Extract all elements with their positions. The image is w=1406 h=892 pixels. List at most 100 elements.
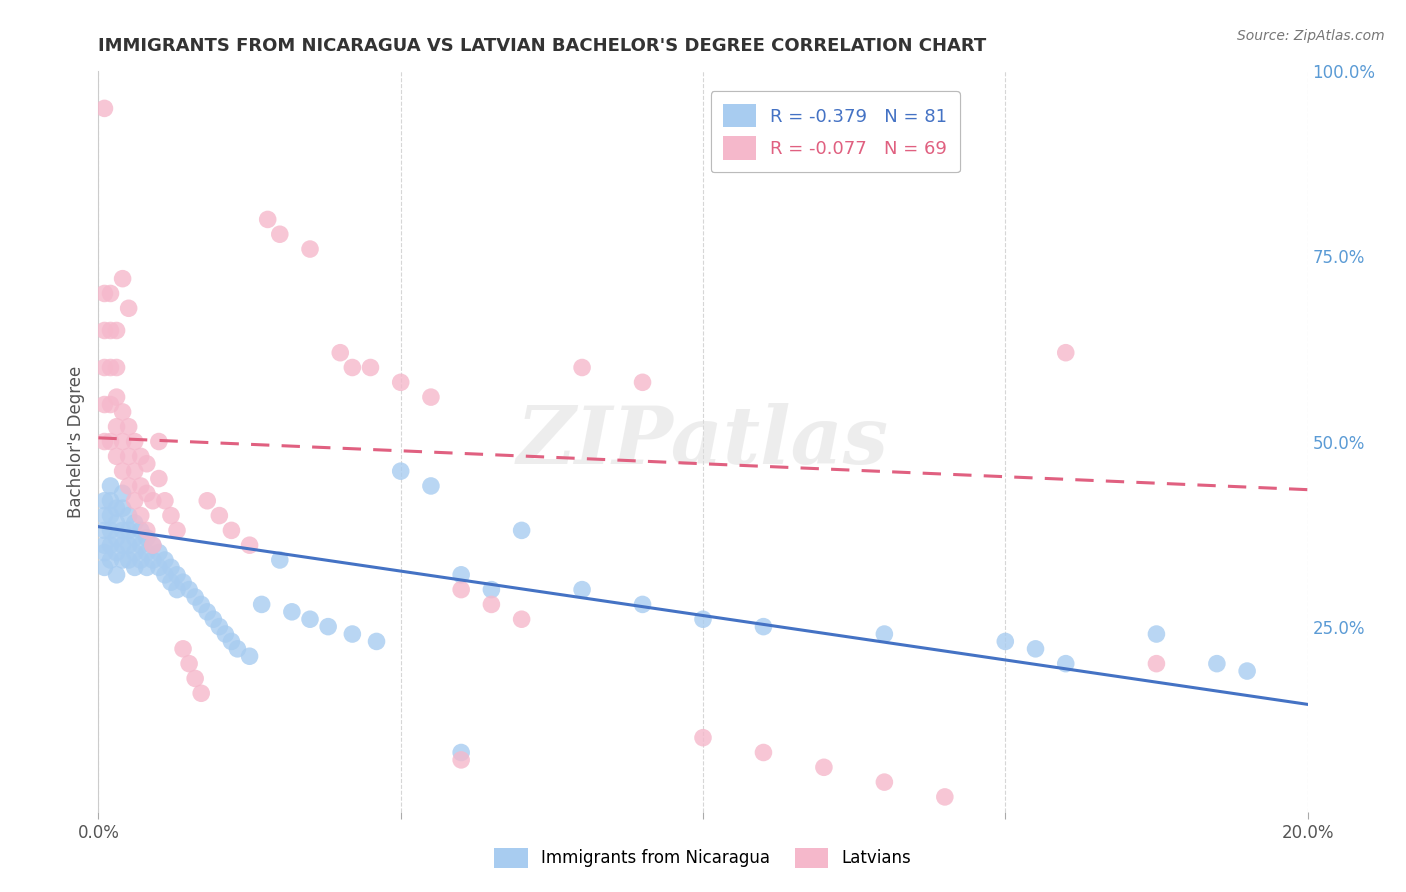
Point (752, 619, 775, 633)
Point (105, 531, 128, 545)
Point (100, 324, 122, 338)
Point (389, 376, 412, 390)
Point (239, 649, 262, 664)
Point (118, 301, 141, 316)
Point (118, 479, 141, 493)
Point (129, 553, 152, 567)
Point (208, 508, 231, 523)
Point (1054, 345, 1077, 359)
Point (994, 634, 1017, 648)
Point (105, 324, 128, 338)
Legend: R = -0.379   N = 81, R = -0.077   N = 69: R = -0.379 N = 81, R = -0.077 N = 69 (711, 92, 960, 172)
Point (111, 524, 134, 538)
Point (135, 524, 157, 538)
Text: IMMIGRANTS FROM NICARAGUA VS LATVIAN BACHELOR'S DEGREE CORRELATION CHART: IMMIGRANTS FROM NICARAGUA VS LATVIAN BAC… (98, 37, 987, 54)
Point (93, 524, 115, 538)
Point (135, 457, 157, 471)
Point (184, 590, 207, 604)
Point (190, 686, 212, 700)
Point (105, 450, 128, 464)
Y-axis label: Bachelor's Degree: Bachelor's Degree (66, 366, 84, 517)
Point (450, 753, 472, 767)
Point (481, 598, 503, 612)
Point (1144, 657, 1167, 671)
Point (100, 538, 122, 552)
Point (1024, 641, 1046, 656)
Point (100, 508, 122, 523)
Point (105, 516, 128, 530)
Point (316, 619, 339, 633)
Point (179, 657, 201, 671)
Point (93, 360, 115, 375)
Point (111, 405, 134, 419)
Point (105, 360, 128, 375)
Point (118, 538, 141, 552)
Point (129, 450, 152, 464)
Point (1054, 657, 1077, 671)
Point (1144, 627, 1167, 641)
Point (172, 641, 194, 656)
Point (1236, 664, 1258, 678)
Point (269, 227, 291, 242)
Point (450, 567, 472, 582)
Point (111, 464, 134, 478)
Point (142, 553, 165, 567)
Point (105, 501, 128, 516)
Point (118, 450, 141, 464)
Point (299, 612, 322, 626)
Point (299, 242, 322, 256)
Point (190, 598, 212, 612)
Point (692, 731, 714, 745)
Point (129, 479, 152, 493)
Point (111, 501, 134, 516)
Point (148, 560, 170, 574)
Legend: Immigrants from Nicaragua, Latvians: Immigrants from Nicaragua, Latvians (488, 841, 918, 875)
Point (105, 546, 128, 560)
Point (752, 746, 775, 760)
Point (389, 464, 412, 478)
Point (111, 486, 134, 500)
Point (631, 598, 654, 612)
Point (510, 612, 533, 626)
Point (142, 493, 165, 508)
Point (571, 360, 593, 375)
Point (342, 360, 364, 375)
Point (510, 524, 533, 538)
Point (239, 538, 262, 552)
Point (100, 553, 122, 567)
Point (93, 560, 115, 574)
Point (100, 360, 122, 375)
Point (221, 634, 243, 648)
Point (329, 345, 352, 359)
Point (105, 567, 128, 582)
Point (118, 553, 141, 567)
Point (105, 390, 128, 404)
Point (631, 376, 654, 390)
Point (813, 760, 835, 774)
Point (250, 598, 273, 612)
Point (481, 582, 503, 597)
Point (420, 479, 443, 493)
Point (1206, 657, 1229, 671)
Point (142, 538, 165, 552)
Text: Source: ZipAtlas.com: Source: ZipAtlas.com (1237, 29, 1385, 43)
Point (153, 567, 176, 582)
Point (360, 360, 382, 375)
Point (93, 538, 115, 552)
Point (269, 553, 291, 567)
Point (179, 582, 201, 597)
Point (366, 634, 388, 648)
Point (153, 493, 176, 508)
Point (100, 524, 122, 538)
Point (118, 419, 141, 434)
Point (93, 546, 115, 560)
Point (118, 524, 141, 538)
Point (111, 553, 134, 567)
Point (184, 672, 207, 686)
Point (93, 102, 115, 116)
Point (135, 546, 157, 560)
Point (135, 560, 157, 574)
Point (93, 493, 115, 508)
Point (93, 286, 115, 301)
Point (100, 493, 122, 508)
